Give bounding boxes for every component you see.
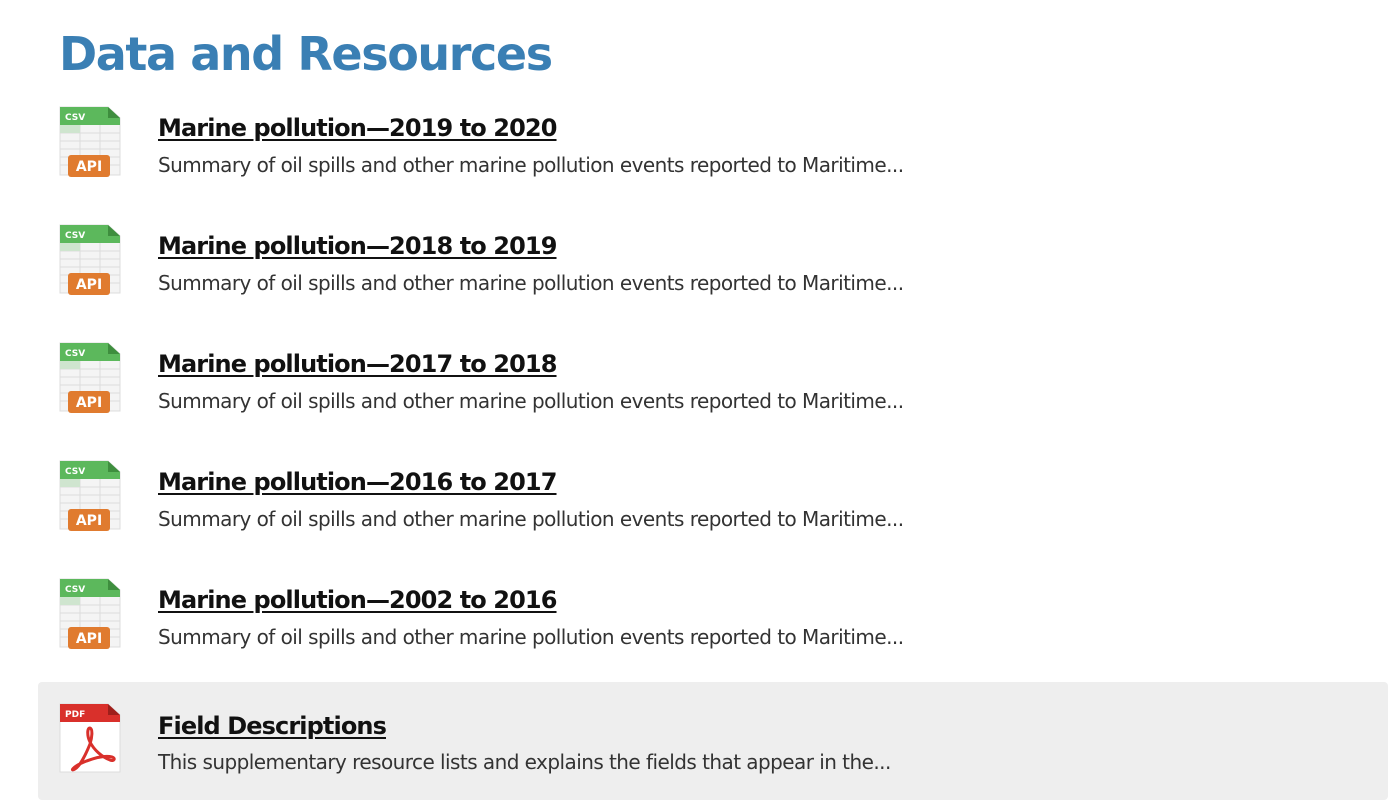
- format-label: PDF: [65, 710, 85, 720]
- format-label: CSV: [65, 113, 85, 123]
- csv-api-icon[interactable]: CSV API: [58, 105, 122, 181]
- resource-title-link[interactable]: Marine pollution—2002 to 2016: [158, 586, 557, 614]
- resource-description: Summary of oil spills and other marine p…: [158, 625, 904, 649]
- format-label: CSV: [65, 231, 85, 241]
- resource-title-link[interactable]: Marine pollution—2019 to 2020: [158, 114, 557, 142]
- resource-item: CSV API Marine pollution—2019 to 2020 Su…: [38, 92, 1388, 210]
- resource-description: Summary of oil spills and other marine p…: [158, 389, 904, 413]
- api-badge: API: [76, 159, 102, 175]
- resource-description: This supplementary resource lists and ex…: [158, 750, 891, 774]
- format-label: CSV: [65, 585, 85, 595]
- api-badge: API: [76, 277, 102, 293]
- csv-api-icon[interactable]: CSV API: [58, 459, 122, 535]
- format-label: CSV: [65, 349, 85, 359]
- resource-title-link[interactable]: Marine pollution—2017 to 2018: [158, 350, 557, 378]
- resource-item: CSV API Marine pollution—2016 to 2017 Su…: [38, 446, 1388, 564]
- api-badge: API: [76, 513, 102, 529]
- resource-title-link[interactable]: Field Descriptions: [158, 712, 387, 740]
- resource-title-link[interactable]: Marine pollution—2016 to 2017: [158, 468, 557, 496]
- format-label: CSV: [65, 467, 85, 477]
- api-badge: API: [76, 631, 102, 647]
- resource-title-link[interactable]: Marine pollution—2018 to 2019: [158, 232, 557, 260]
- resource-description: Summary of oil spills and other marine p…: [158, 153, 904, 177]
- csv-api-icon[interactable]: CSV API: [58, 223, 122, 299]
- api-badge: API: [76, 395, 102, 411]
- resource-item: CSV API Marine pollution—2017 to 2018 Su…: [38, 328, 1388, 446]
- resource-item: PDF Field Descriptions This supplementar…: [38, 682, 1388, 800]
- page-title: Data and Resources: [59, 27, 553, 81]
- resource-description: Summary of oil spills and other marine p…: [158, 507, 904, 531]
- resource-description: Summary of oil spills and other marine p…: [158, 271, 904, 295]
- csv-api-icon[interactable]: CSV API: [58, 341, 122, 417]
- resource-item: CSV API Marine pollution—2018 to 2019 Su…: [38, 210, 1388, 328]
- pdf-icon[interactable]: PDF: [58, 702, 122, 778]
- resource-item: CSV API Marine pollution—2002 to 2016 Su…: [38, 564, 1388, 682]
- csv-api-icon[interactable]: CSV API: [58, 577, 122, 653]
- resource-list: CSV API Marine pollution—2019 to 2020 Su…: [38, 92, 1388, 800]
